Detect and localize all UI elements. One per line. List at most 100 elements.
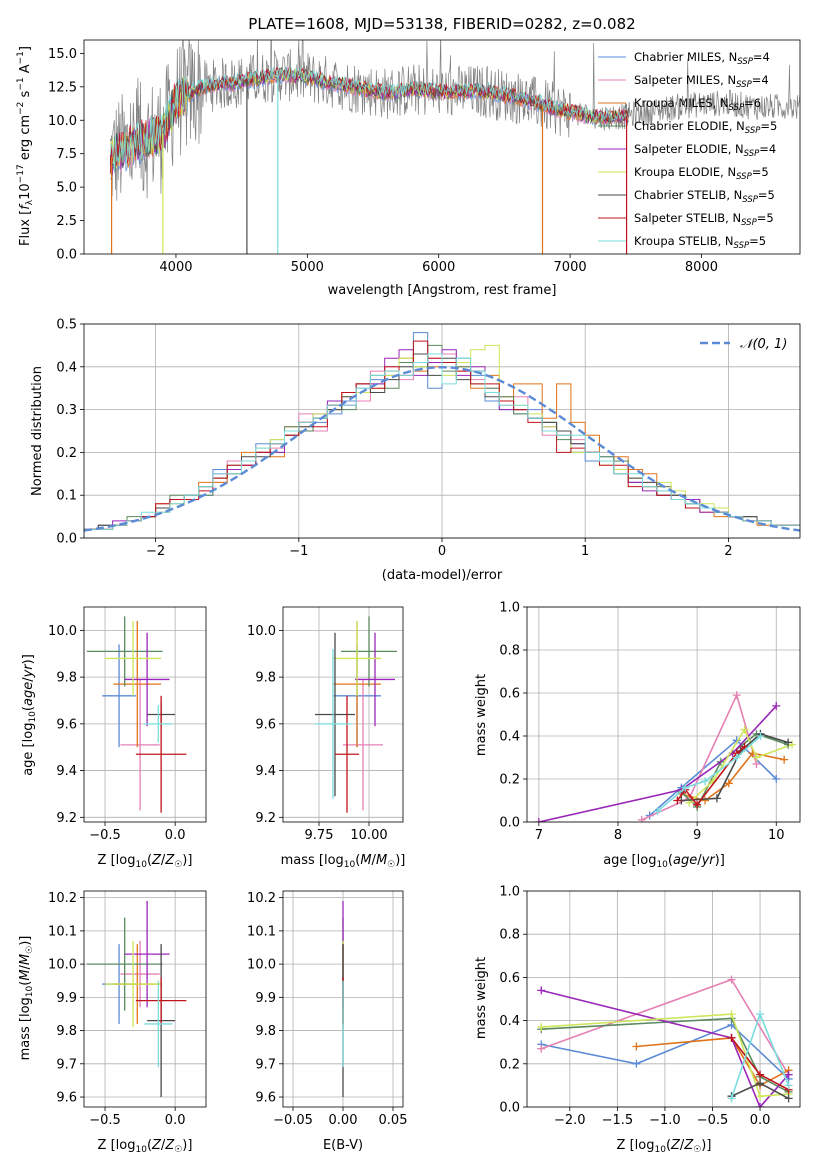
x-tick-label: 5000 (291, 260, 324, 275)
x-tick-label: −0.5 (89, 828, 121, 843)
weight-marker (756, 1092, 765, 1101)
mass-z-axes: −0.5 0.0 9.6 9.7 9.8 9.9 10.0 10.1 10.2 (48, 890, 207, 1128)
y-tick-label: 0.6 (499, 687, 520, 702)
x-tick-label: 7000 (554, 260, 587, 275)
legend-entry: Chabrier ELODIE, NSSP=5 (634, 119, 777, 136)
weight-marker (537, 1023, 546, 1032)
weight-marker (756, 1079, 765, 1088)
weight-marker (752, 753, 761, 762)
residual-ylabel: Normed distribution (30, 366, 45, 496)
weight-age-axes: 7 8 9 10 0.0 0.2 0.4 0.6 0.8 1.0 (499, 601, 801, 843)
x-tick-label: −0.05 (273, 1113, 313, 1128)
x-tick-label: −0.5 (697, 1113, 729, 1128)
axes-frame (83, 39, 801, 255)
y-tick-label: 0.0 (56, 532, 77, 547)
weight-marker (756, 1103, 765, 1107)
weight-line-chabrier-elodie (541, 1017, 789, 1093)
y-tick-label: 9.6 (255, 1091, 276, 1106)
weight-marker (632, 1059, 641, 1068)
agez-xlabel: Z [log10(Z/Z☉)] (98, 853, 193, 870)
legend-entry: Kroupa MILES, NSSP=6 (634, 96, 761, 113)
plot-area (86, 616, 187, 813)
y-tick-label: 1.0 (499, 601, 520, 616)
y-tick-label: 9.8 (255, 1024, 276, 1039)
age-mass-axes: 9.75 10.00 9.2 9.4 9.6 9.8 10.0 (247, 606, 404, 843)
weight-marker (727, 975, 736, 984)
weight-marker (727, 1010, 736, 1019)
legend-entry: Salpeter ELODIE, NSSP=4 (634, 142, 776, 159)
y-tick-label: 12.5 (48, 80, 77, 95)
weight-marker (653, 807, 662, 816)
y-tick-label: 0.5 (56, 318, 77, 333)
residual-xlabel: (data-model)/error (382, 568, 503, 583)
weight-marker (727, 1033, 736, 1042)
x-tick-label: 0.00 (329, 1113, 358, 1128)
y-tick-label: 0.1 (56, 489, 77, 504)
legend-entry: Salpeter MILES, NSSP=4 (634, 73, 769, 90)
y-tick-label: 10.1 (247, 924, 276, 939)
weight-marker (780, 755, 789, 764)
plot-area (315, 616, 397, 813)
residual-axes: −2 −1 0 1 2 0.0 0.1 0.2 0.3 0.4 0.5 𝒩(0, 1) (56, 318, 801, 559)
histogram-kroupa-stelib (84, 353, 800, 538)
plot-area (109, 40, 800, 254)
mwage-xlabel: age [log10(age/yr)] (603, 853, 725, 870)
y-tick-label: 9.6 (255, 717, 276, 732)
weight-marker (756, 732, 765, 740)
legend-entry: Chabrier STELIB, NSSP=5 (634, 188, 775, 205)
y-tick-label: 0.3 (56, 403, 77, 418)
y-tick-label: 1.0 (499, 885, 520, 900)
y-tick-label: 10.2 (48, 891, 77, 906)
weight-marker (784, 738, 793, 747)
y-tick-label: 10.1 (48, 924, 77, 939)
y-tick-label: 9.9 (255, 991, 276, 1006)
weight-marker (712, 794, 721, 803)
x-tick-label: 10.00 (350, 828, 387, 843)
weight-marker (772, 701, 781, 710)
normal-curve (84, 366, 800, 532)
x-tick-label: 6000 (422, 260, 455, 275)
plot-area (84, 332, 800, 538)
x-tick-label: −2 (146, 544, 165, 559)
weight-marker (701, 796, 710, 805)
weight-marker (673, 796, 682, 805)
weight-line-salpeter-elodie (538, 705, 777, 822)
y-tick-label: 5.0 (56, 181, 77, 196)
y-tick-label: 10.0 (48, 114, 77, 129)
agez-ylabel: age [log10(age/yr)] (21, 654, 38, 776)
axes-frame (526, 606, 801, 823)
y-tick-label: 0.0 (499, 1101, 520, 1116)
x-tick-label: 4000 (159, 260, 192, 275)
x-tick-label: 0 (438, 544, 446, 559)
weight-marker (784, 1081, 793, 1090)
x-tick-label: 8000 (685, 260, 718, 275)
x-tick-label: 0.0 (750, 1113, 771, 1128)
y-tick-label: 0.0 (56, 248, 77, 263)
x-tick-label: −1.0 (649, 1113, 681, 1128)
y-tick-label: 9.8 (255, 671, 276, 686)
y-tick-label: 9.7 (255, 1057, 276, 1072)
legend-entry: 𝒩(0, 1) (740, 337, 787, 352)
y-tick-label: 15.0 (48, 47, 77, 62)
spectrum-axes: 4000 5000 6000 7000 8000 0.0 2.5 5.0 7.5 10.0 12.5… (48, 39, 801, 275)
weight-marker (534, 818, 543, 822)
weight-marker (537, 1044, 546, 1053)
legend-entry: Kroupa ELODIE, NSSP=5 (634, 165, 769, 182)
weight-marker (681, 783, 690, 792)
y-tick-label: 7.5 (56, 147, 77, 162)
massz-xlabel: Z [log10(Z/Z☉)] (98, 1138, 193, 1155)
spectrum-xlabel: wavelength [Angstrom, rest frame] (328, 283, 557, 298)
weight-marker (701, 777, 710, 786)
y-tick-label: 0.0 (499, 816, 520, 831)
spectrum-ylabel: Flux [fλ10−17 erg cm−2 s−1 A−1] (16, 46, 35, 246)
x-tick-label: −0.5 (89, 1113, 121, 1128)
massebv-xlabel: E(B-V) (323, 1138, 363, 1153)
plot-area (534, 691, 797, 822)
x-tick-label: 7 (535, 828, 543, 843)
y-tick-label: 9.9 (56, 991, 77, 1006)
mwz-ylabel: mass weight (474, 957, 489, 1039)
y-tick-label: 0.8 (499, 644, 520, 659)
x-tick-label: 2 (724, 544, 732, 559)
mwage-ylabel: mass weight (474, 674, 489, 756)
y-tick-label: 9.6 (56, 1091, 77, 1106)
